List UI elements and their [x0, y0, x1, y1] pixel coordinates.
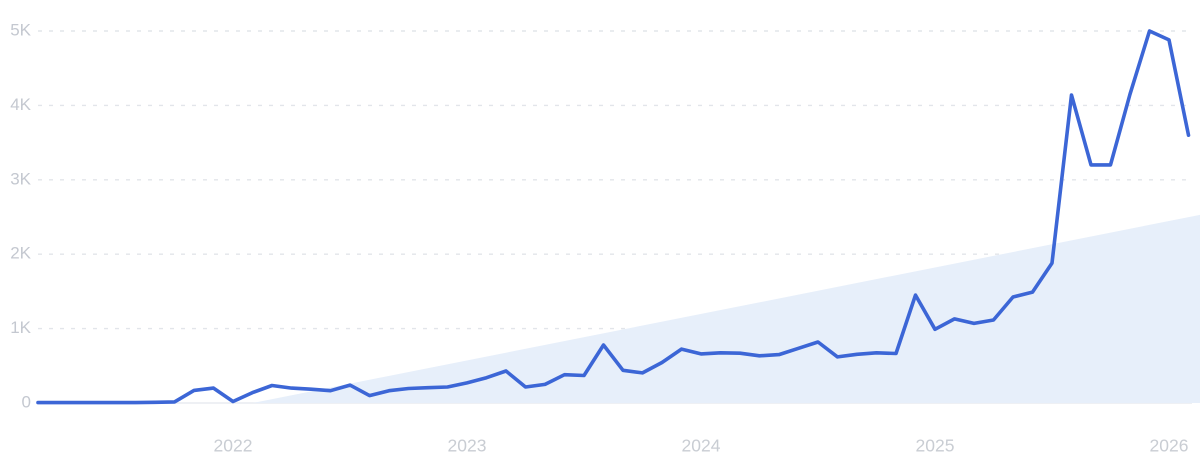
y-tick-label-3K: 3K: [10, 169, 31, 188]
series-line[interactable]: [36, 29, 1191, 405]
y-tick-label-0: 0: [22, 392, 31, 411]
x-tick-label-2026: 2026: [1150, 436, 1189, 456]
y-tick-label-4K: 4K: [10, 95, 31, 114]
trend-area-fill: [252, 214, 1200, 403]
x-tick-label-2022: 2022: [214, 436, 253, 456]
y-tick-label-5K: 5K: [10, 20, 31, 39]
x-tick-label-2024: 2024: [682, 436, 721, 456]
y-axis-labels: 0 1K 2K 3K 4K 5K: [10, 20, 31, 411]
y-tick-label-2K: 2K: [10, 244, 31, 263]
y-tick-label-1K: 1K: [10, 318, 31, 337]
x-tick-label-2025: 2025: [916, 436, 955, 456]
x-axis-labels: 2022 2023 2024 2025 2026: [214, 436, 1189, 456]
x-tick-label-2023: 2023: [448, 436, 487, 456]
